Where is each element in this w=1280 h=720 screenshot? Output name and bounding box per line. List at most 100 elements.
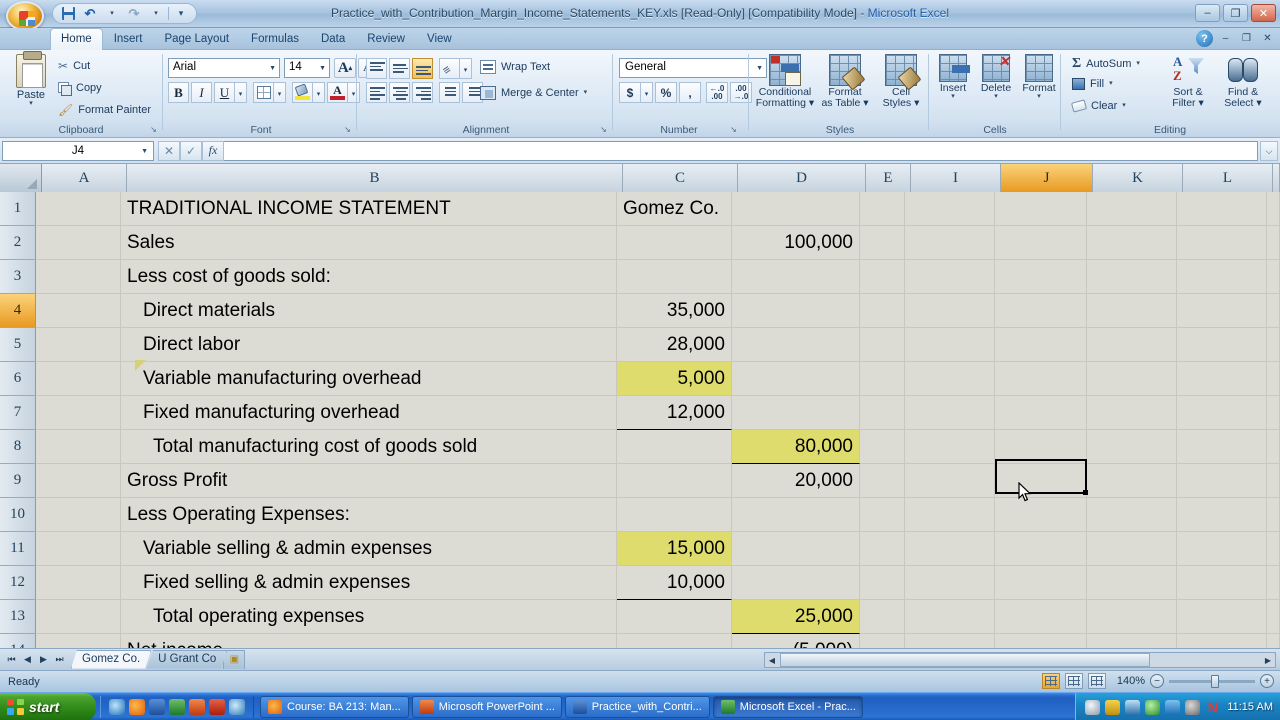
fill-dropdown-icon[interactable]: ▾ [1109,80,1113,87]
cell-C1[interactable]: Gomez Co. [617,192,732,226]
column-header-j[interactable]: J [1001,164,1093,192]
fill-color-split-button[interactable]: ▾ [292,82,325,103]
cell-J3[interactable] [995,260,1087,294]
font-size-combo[interactable]: 14 ▼ [284,58,330,78]
cell-E9[interactable] [860,464,905,498]
cell-K12[interactable] [1087,566,1177,600]
row-header-12[interactable]: 12 [0,566,36,600]
cell-L7[interactable] [1177,396,1267,430]
paste-button[interactable]: Paste ▾ [8,51,54,107]
fill-color-button[interactable] [292,82,313,103]
cell-K13[interactable] [1087,600,1177,634]
borders-split-button[interactable]: ▾ [253,82,286,103]
cell-I4[interactable] [905,294,995,328]
cell-K6[interactable] [1087,362,1177,396]
cell-J2[interactable] [995,226,1087,260]
cell-A7[interactable] [36,396,121,430]
cell-overflow[interactable] [1267,464,1280,498]
cell-J1[interactable] [995,192,1087,226]
cell-D11[interactable] [732,532,860,566]
cell-overflow[interactable] [1267,328,1280,362]
column-header-i[interactable]: I [911,164,1001,192]
cell-C12[interactable]: 10,000 [617,566,732,600]
zoom-slider-thumb[interactable] [1211,674,1219,688]
wrap-text-button[interactable]: Wrap Text [480,60,550,74]
horizontal-scrollbar[interactable]: ◀ ▶ [764,652,1276,668]
align-left-button[interactable] [366,82,387,103]
norton-icon[interactable]: N [1207,698,1218,715]
cell-styles-button[interactable]: Cell Styles ▾ [870,54,932,109]
align-top-button[interactable] [366,58,387,79]
cell-J9[interactable] [995,464,1087,498]
cell-E11[interactable] [860,532,905,566]
alignment-dialog-launcher[interactable]: ↘ [600,125,607,134]
cell-E5[interactable] [860,328,905,362]
row-header-6[interactable]: 6 [0,362,36,396]
hscroll-thumb[interactable] [780,653,1150,667]
cell-B4[interactable]: Direct materials [121,294,617,328]
cell-A14[interactable] [36,634,121,648]
column-header-a[interactable]: A [42,164,127,192]
text-orientation-button[interactable]: ≡ [439,58,460,79]
cell-I1[interactable] [905,192,995,226]
format-dropdown-icon[interactable]: ▾ [1037,93,1041,100]
align-bottom-button[interactable] [412,58,433,79]
cell-E3[interactable] [860,260,905,294]
next-sheet-button[interactable]: ▶ [40,654,47,664]
cell-I14[interactable] [905,634,995,648]
cell-J11[interactable] [995,532,1087,566]
cell-L1[interactable] [1177,192,1267,226]
row-header-11[interactable]: 11 [0,532,36,566]
cell-C6[interactable]: 5,000 [617,362,732,396]
cell-E4[interactable] [860,294,905,328]
excel-icon[interactable] [169,698,185,715]
cell-L14[interactable] [1177,634,1267,648]
taskbar-clock[interactable]: 11:15 AM [1227,701,1273,713]
undo-button[interactable]: ↶ [84,5,96,21]
cell-L6[interactable] [1177,362,1267,396]
orientation-split-button[interactable]: ≡ ▾ [439,58,472,79]
clear-dropdown-icon[interactable]: ▾ [1122,102,1126,109]
italic-button[interactable]: I [191,82,212,103]
cell-I3[interactable] [905,260,995,294]
cell-overflow[interactable] [1267,498,1280,532]
enter-formula-button[interactable]: ✓ [180,140,202,161]
cell-D1[interactable] [732,192,860,226]
close-button[interactable]: ✕ [1251,4,1276,22]
cell-C13[interactable] [617,600,732,634]
cell-K7[interactable] [1087,396,1177,430]
cell-A4[interactable] [36,294,121,328]
cell-I13[interactable] [905,600,995,634]
cell-K11[interactable] [1087,532,1177,566]
cell-C7[interactable]: 12,000 [617,396,732,430]
cell-A5[interactable] [36,328,121,362]
cell-overflow[interactable] [1267,226,1280,260]
cell-A10[interactable] [36,498,121,532]
volume-icon[interactable] [1085,699,1101,715]
orientation-dropdown-icon[interactable]: ▾ [460,58,472,79]
cell-I5[interactable] [905,328,995,362]
column-header-e[interactable]: E [866,164,911,192]
task-button-excel[interactable]: Microsoft Excel - Prac... [712,695,863,718]
cell-B1[interactable]: TRADITIONAL INCOME STATEMENT [121,192,617,226]
zoom-in-button[interactable]: + [1260,674,1274,688]
antivirus-icon[interactable] [1145,699,1161,715]
select-all-corner[interactable] [0,164,42,192]
comma-style-button[interactable]: , [679,82,701,103]
cell-B5[interactable]: Direct labor [121,328,617,362]
delete-cells-button[interactable]: ✕ Delete ▾ [975,53,1017,100]
column-header-k[interactable]: K [1093,164,1183,192]
cell-K4[interactable] [1087,294,1177,328]
cell-K3[interactable] [1087,260,1177,294]
last-sheet-button[interactable]: ⏭ [55,654,64,664]
insert-cells-button[interactable]: Insert ▾ [932,54,974,100]
cell-A1[interactable] [36,192,121,226]
merge-center-button[interactable]: Merge & Center ▾ [480,86,587,100]
cell-C8[interactable] [617,430,732,464]
cell-C4[interactable]: 35,000 [617,294,732,328]
cell-A6[interactable] [36,362,121,396]
task-button-word[interactable]: Practice_with_Contri... [564,695,710,718]
cell-E2[interactable] [860,226,905,260]
fill-button[interactable]: Fill ▾ [1072,78,1113,90]
